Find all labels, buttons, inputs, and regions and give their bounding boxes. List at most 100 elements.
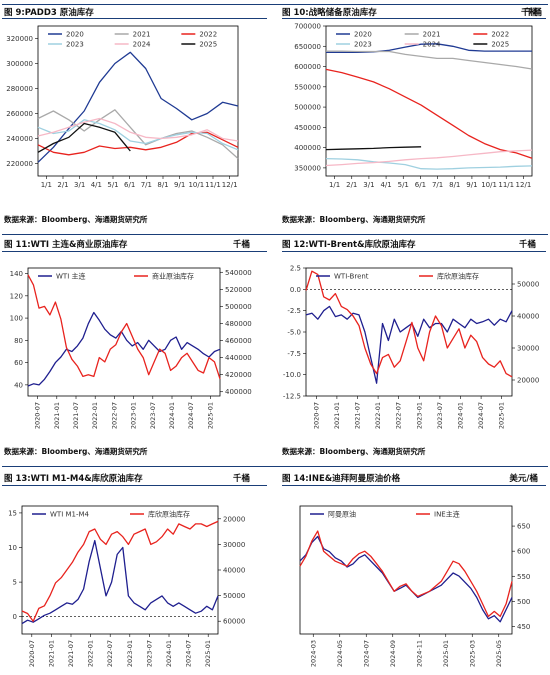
y-tick-label: -10.0 <box>283 371 301 379</box>
x-tick-label: 2020-07 <box>312 402 320 429</box>
chart-unit-2: 千桶 <box>520 8 538 18</box>
y-tick-label: 550000 <box>294 83 321 91</box>
series-line-5 <box>37 117 239 142</box>
legend-label: 2025 <box>199 41 217 49</box>
x-tick-label: 2024-05 <box>336 640 344 667</box>
x-tick-label: 10/1 <box>481 181 497 189</box>
chart-title-5: 图 13:WTI M1-M4&库欣原油库存 <box>4 474 143 484</box>
y2-tick-label: 550 <box>517 573 530 581</box>
source-note-1: 数据来源：Bloomberg、海通期货研究所 <box>4 215 148 224</box>
x-tick-label: 12/1 <box>516 181 532 189</box>
y2-tick-label: 40000 <box>223 567 245 575</box>
x-tick-label: 2024-01 <box>168 402 176 429</box>
chart-wti-commercial: 40 60 80 100 120 140 400000 420000 440000 460000 4… <box>10 267 252 429</box>
series-line-2 <box>326 50 533 70</box>
y-tick-label: 450000 <box>294 124 321 132</box>
legend-label: WTI-Brent <box>334 273 369 281</box>
chart-unit-4: 千桶 <box>518 240 536 250</box>
legend-label: WTI 主连 <box>56 272 86 281</box>
y2-tick-label: 420000 <box>225 371 252 379</box>
chart-unit-3: 千桶 <box>232 240 250 250</box>
legend-label: 2021 <box>423 31 441 39</box>
chart-padd3: 220000 240000 260000 280000 300000 320000 1/1 2… <box>6 25 239 189</box>
legend-label: 2024 <box>133 41 151 49</box>
y2-tick-label: 20000 <box>223 515 245 523</box>
y-tick-label: 2.5 <box>290 265 301 273</box>
chart-unit-6: 美元/桶 <box>509 474 538 484</box>
x-tick-label: 7/1 <box>141 181 152 189</box>
x-tick-label: 2023-07 <box>149 402 157 429</box>
panel-top-rule <box>2 466 548 467</box>
x-tick-label: 2024-03 <box>309 640 317 667</box>
series-line-4 <box>37 119 239 151</box>
x-tick-label: 5/1 <box>398 181 409 189</box>
chart-unit-1: 千桶 <box>524 8 542 18</box>
y-tick-label: 400000 <box>294 144 321 152</box>
y-tick-label: 500000 <box>294 104 321 112</box>
legend-label: 2023 <box>354 41 372 49</box>
x-tick-label: 9/1 <box>174 181 185 189</box>
series-line-2 <box>21 520 219 622</box>
chart-ine-oman: 450 500 550 600 650 2024-03 2024-05 2024-07 2024… <box>299 505 530 667</box>
y-tick-label: -7.5 <box>287 350 301 358</box>
y-tick-label: 10 <box>8 544 17 552</box>
series-line-4 <box>325 157 533 170</box>
y2-tick-label: 600 <box>517 548 530 556</box>
source-note-2: 数据来源：Bloomberg、海通期货研究所 <box>282 215 426 224</box>
x-tick-label: 3/1 <box>74 181 85 189</box>
series-line-6 <box>37 122 131 153</box>
y-tick-label: -2.5 <box>287 307 301 315</box>
legend-label: 2021 <box>133 31 151 39</box>
y-tick-label: 60 <box>14 359 23 367</box>
x-tick-label: 2025-01 <box>442 640 450 667</box>
x-tick-label: 2025-03 <box>468 640 476 667</box>
panel-rule <box>282 485 546 486</box>
legend-label: 2022 <box>199 31 217 39</box>
legend-label: 2023 <box>66 41 84 49</box>
y-tick-label: -5.0 <box>287 329 301 337</box>
x-tick-label: 2024-07 <box>187 402 195 429</box>
y2-tick-label: 400000 <box>225 388 252 396</box>
x-tick-label: 2024-07 <box>185 640 193 667</box>
x-tick-label: 6/1 <box>415 181 426 189</box>
y2-tick-label: 50000 <box>517 281 539 289</box>
y2-tick-label: 540000 <box>225 269 252 277</box>
series-line-2 <box>305 270 513 378</box>
series-line-3 <box>325 68 533 159</box>
y-tick-label: 280000 <box>6 85 33 93</box>
y-tick-label: 0.0 <box>290 286 301 294</box>
y-tick-label: 260000 <box>6 110 33 118</box>
series-line-1 <box>27 311 221 387</box>
series-line-5 <box>325 149 533 167</box>
x-tick-label: 2022-07 <box>106 640 114 667</box>
x-tick-label: 2021-07 <box>67 640 75 667</box>
x-tick-label: 2024-01 <box>165 640 173 667</box>
y2-tick-label: 40000 <box>517 313 539 321</box>
y-tick-label: 600000 <box>294 63 321 71</box>
legend-label: INE主连 <box>434 510 460 519</box>
x-tick-label: 2021-07 <box>72 402 80 429</box>
y-tick-label: 120 <box>10 292 23 300</box>
y2-tick-label: 650 <box>517 523 530 531</box>
y-tick-label: 220000 <box>6 160 33 168</box>
y2-tick-label: 500000 <box>225 303 252 311</box>
x-tick-label: 2020-07 <box>34 402 42 429</box>
panel-rule <box>2 18 267 19</box>
legend-label: 2020 <box>66 31 84 39</box>
y2-tick-label: 50000 <box>223 592 245 600</box>
series-line-2 <box>37 109 239 159</box>
series-line-1 <box>326 43 532 54</box>
chart-wti-brent-cushing: -12.5 -10.0 -7.5 -5.0 -2.5 0.0 2.5 20000 30000 40… <box>283 265 539 430</box>
legend-label: WTI M1-M4 <box>50 511 90 519</box>
y-tick-label: 350000 <box>294 164 321 172</box>
x-tick-label: 2023-01 <box>130 402 138 429</box>
y-tick-label: 240000 <box>6 135 33 143</box>
y-tick-label: 5 <box>13 579 17 587</box>
panel-rule <box>2 485 267 486</box>
x-tick-label: 2024-09 <box>389 640 397 667</box>
y2-tick-label: 520000 <box>225 286 252 294</box>
y-tick-label: 80 <box>14 337 23 345</box>
chart-title-6: 图 14:INE&迪拜阿曼原油价格 <box>282 474 401 484</box>
chart-spr: 350000 400000 450000 500000 550000 600000 6500… <box>294 23 533 189</box>
x-tick-label: 2023-01 <box>415 402 423 429</box>
